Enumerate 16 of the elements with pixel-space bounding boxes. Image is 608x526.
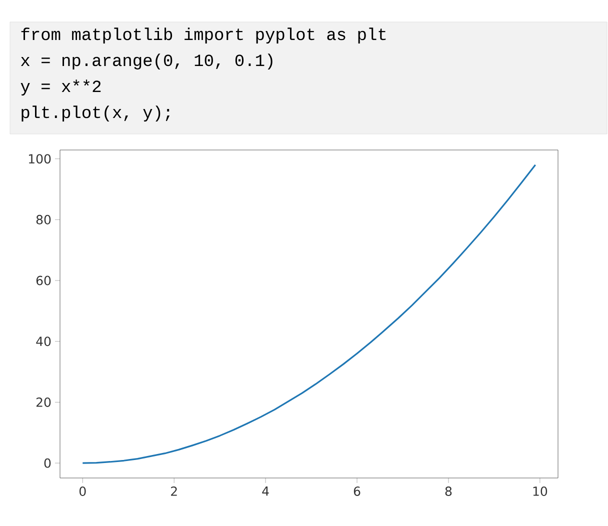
text: plt.plot(x, y);	[22, 106, 170, 122]
x-tick-label: 6	[354, 486, 360, 496]
x-tick-label: 8	[445, 486, 452, 496]
x-tick-label: 2	[171, 486, 177, 496]
x-tick-label: 10	[533, 486, 548, 496]
y-tick-label: 80	[36, 214, 51, 224]
y-tick-label: 40	[36, 336, 51, 346]
y-tick-label: 20	[36, 397, 51, 407]
x-tick-label: 0	[79, 486, 86, 496]
y-tick-label: 0	[44, 458, 51, 468]
text: x = np.arange(0, 10, 0.1)	[20, 54, 272, 70]
text: y = x**2	[20, 80, 101, 96]
text: from matplotlib import pyplot as plt	[21, 28, 386, 44]
y-tick-label: 100	[28, 154, 51, 164]
x-tick-label: 4	[262, 486, 269, 496]
y-tick-label: 60	[36, 276, 51, 286]
